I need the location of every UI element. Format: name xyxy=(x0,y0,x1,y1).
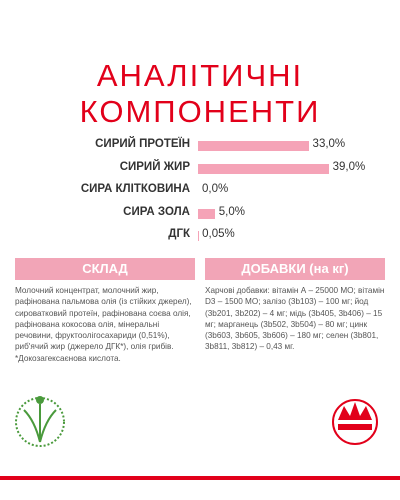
bar xyxy=(198,208,215,219)
composition-text: Молочний концентрат, молочний жир, рафін… xyxy=(15,285,195,364)
value-label: 39,0% xyxy=(332,160,366,173)
title: АНАЛІТИЧНІ xyxy=(96,58,304,93)
bar xyxy=(198,163,329,174)
component-name: СИРИЙ ЖИР xyxy=(119,160,190,173)
component-name: СИРИЙ ПРОТЕЇН xyxy=(95,138,190,150)
section-header: СКЛАД xyxy=(15,258,195,280)
value-label: 0,0% xyxy=(202,183,229,195)
bar xyxy=(198,141,309,151)
value-label: 5,0% xyxy=(218,205,245,218)
paragraph: Молочний концентрат, молочний жир, рафін… xyxy=(15,286,192,352)
value-label: 0,05% xyxy=(202,228,235,240)
footnote: *Докозагексаєнова кислота. xyxy=(15,353,121,363)
logos xyxy=(0,396,400,480)
section-header: ДОБАВКИ (на кг) xyxy=(205,258,385,280)
additives-text: Харчові добавки: вітамін А – 25000 МО; в… xyxy=(205,286,385,352)
component-name: ДГК xyxy=(168,228,190,240)
title: КОМПОНЕНТИ xyxy=(79,94,321,129)
component-name: СИРА КЛІТКОВИНА xyxy=(80,183,190,195)
value-label: 33,0% xyxy=(312,138,346,150)
component-name: СИРА ЗОЛА xyxy=(123,205,190,218)
